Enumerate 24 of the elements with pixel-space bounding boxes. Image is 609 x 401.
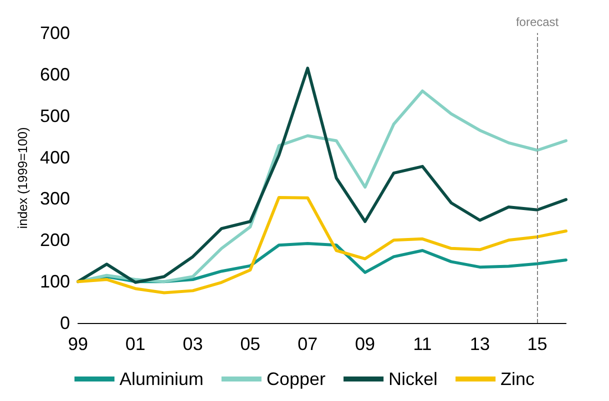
y-tick-label: 500 [40,106,70,126]
x-tick-label: 13 [470,334,490,354]
x-tick-label: 01 [125,334,146,354]
y-tick-label: 300 [40,188,70,209]
y-tick-label: 0 [60,313,70,333]
line-series [76,196,568,294]
y-tick-label: 400 [40,147,70,168]
x-tick-label: 99 [68,334,88,354]
legend-label: Copper [266,369,326,389]
y-tick-label: 600 [40,64,70,84]
y-axis-title: index (1999=100) [15,127,30,229]
x-tick-label: 15 [527,334,548,354]
x-tick-label: 11 [413,334,432,354]
legend-label: Aluminium [119,369,204,389]
x-tick-label: 09 [355,334,376,354]
x-tick-label: 03 [182,334,203,354]
x-tick-label: 07 [298,334,318,354]
y-tick-label: 100 [40,272,70,292]
y-tick-label: 200 [40,230,70,250]
x-tick-label: 05 [240,334,260,354]
legend-label: Nickel [388,369,438,389]
ref-line-label: forecast [516,15,560,29]
y-tick-label: 700 [40,23,70,43]
legend-label: Zinc [500,369,535,389]
